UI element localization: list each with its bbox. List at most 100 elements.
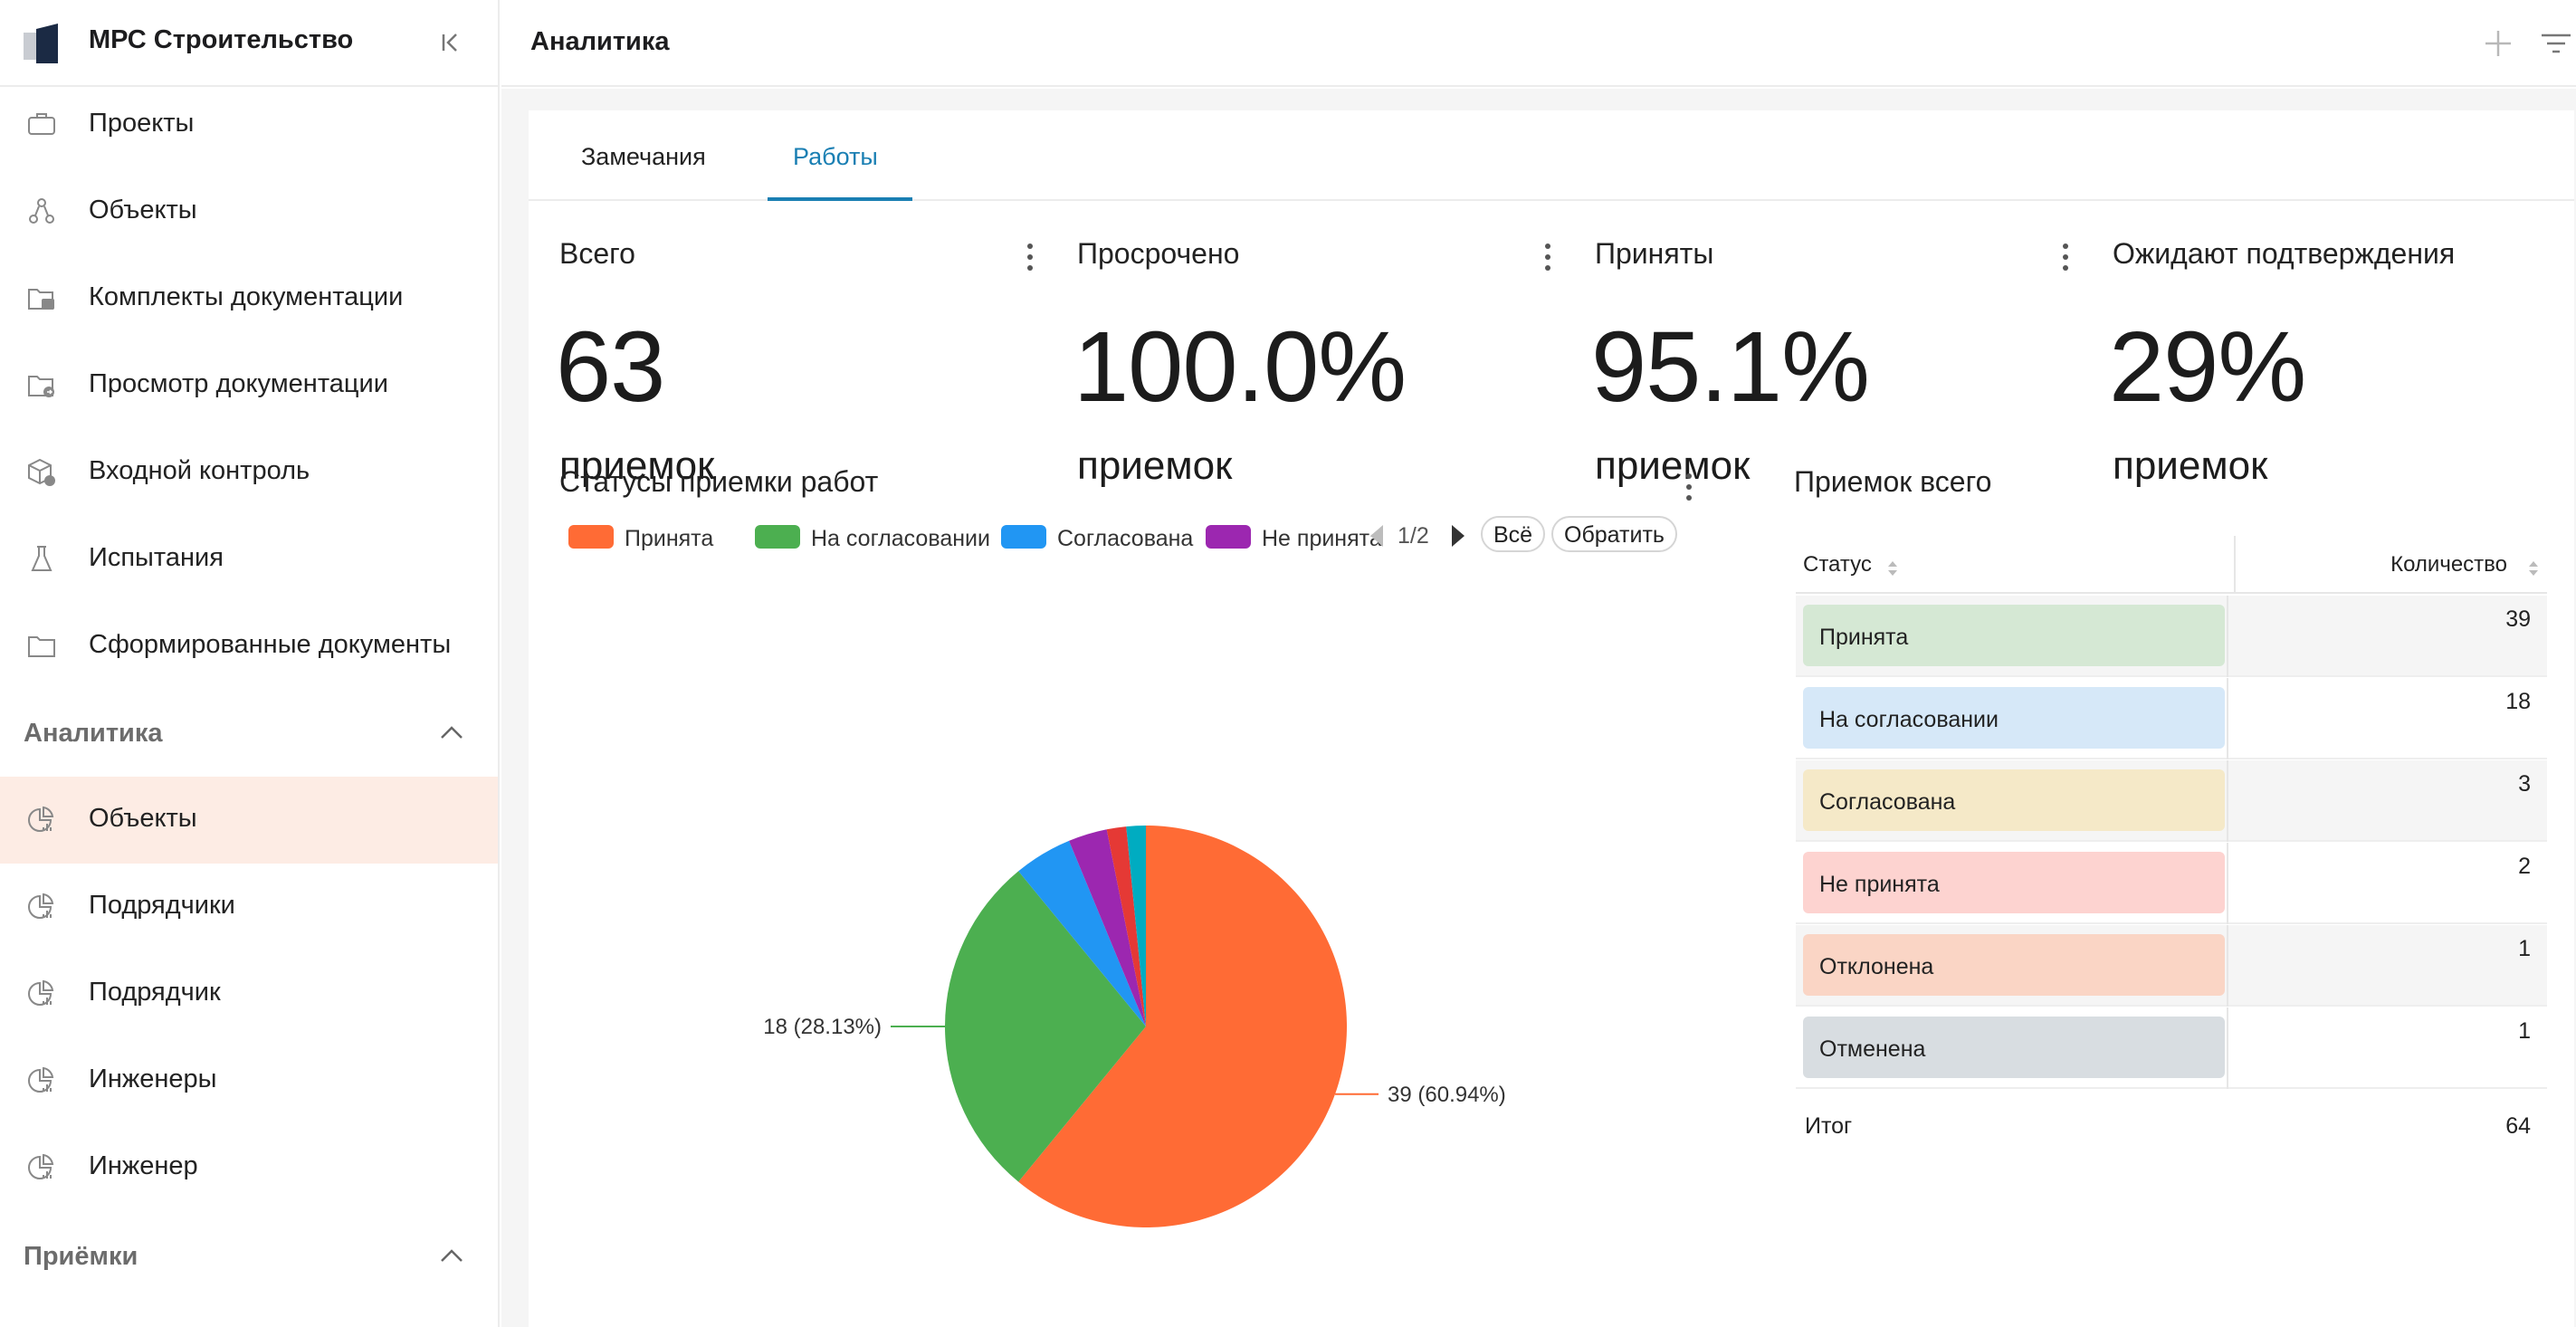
kpi-card: Приняты 95.1% приемок	[1591, 237, 2102, 509]
status-chip: Принята	[1803, 605, 2225, 666]
pie-slice[interactable]	[945, 871, 1146, 1182]
pie-menu-icon[interactable]	[1680, 467, 1698, 507]
sidebar-item-sidebar-items-5[interactable]: Испытания	[0, 516, 498, 603]
kpi-title: Ожидают подтверждения	[2113, 237, 2456, 270]
kpi-value: 100.0%	[1073, 311, 1407, 423]
kpi-menu-icon[interactable]	[1021, 237, 1039, 277]
table-title: Приемок всего	[1794, 465, 1992, 498]
sidebar-item-label: Просмотр документации	[89, 369, 388, 398]
active-tab-indicator	[768, 197, 912, 201]
table-row[interactable]: На согласовании 18	[1796, 678, 2547, 759]
box-check-icon	[28, 458, 55, 486]
column-divider	[2227, 760, 2228, 842]
column-divider	[2227, 925, 2228, 1007]
kpi-card: Просрочено 100.0% приемок	[1073, 237, 1584, 509]
tab-remarks[interactable]: Замечания	[581, 143, 706, 170]
add-icon[interactable]	[2480, 25, 2516, 62]
table-row[interactable]: Отклонена 1	[1796, 925, 2547, 1007]
sidebar-item-label: Комплекты документации	[89, 282, 404, 311]
sidebar-item-sidebar-items-4[interactable]: Входной контроль	[0, 429, 498, 516]
pie-slice[interactable]	[1106, 826, 1146, 1026]
status-chip: На согласовании	[1803, 687, 2225, 749]
column-divider	[2227, 596, 2228, 677]
sidebar-item-sidebar-items-2[interactable]: Комплекты документации	[0, 255, 498, 342]
count-cell: 1	[2518, 1018, 2531, 1044]
total-value: 64	[2505, 1113, 2531, 1139]
tab-works[interactable]: Работы	[793, 143, 878, 170]
column-divider	[2234, 536, 2236, 594]
pie-chart-icon	[28, 893, 54, 919]
kpi-menu-icon[interactable]	[1539, 237, 1557, 277]
count-cell: 2	[2518, 854, 2531, 879]
flask-icon	[31, 546, 52, 571]
sidebar-item-label: Объекты	[89, 196, 197, 224]
sidebar-item-sidebar-analytics_section-items-4[interactable]: Инженер	[0, 1124, 498, 1211]
sidebar-item-label: Сформированные документы	[89, 630, 452, 659]
column-header-status[interactable]: Статус	[1803, 552, 1872, 577]
sort-icon[interactable]	[1886, 559, 1899, 578]
table-row[interactable]: Не принята 2	[1796, 843, 2547, 924]
kpi-unit: приемок	[1077, 444, 1233, 488]
status-chip: Согласована	[1803, 769, 2225, 831]
sidebar-header: МРС Строительство	[0, 0, 498, 87]
sort-icon[interactable]	[2527, 559, 2540, 578]
sidebar-item-sidebar-items-0[interactable]: Проекты	[0, 81, 498, 168]
count-cell: 3	[2518, 771, 2531, 797]
legend-swatch	[755, 525, 800, 549]
sidebar: МРС Строительство Проекты Объекты Комплект…	[0, 0, 500, 1327]
chevron-up-icon	[441, 1249, 463, 1262]
sidebar-item-sidebar-items-6[interactable]: Сформированные документы	[0, 603, 498, 690]
pie-slice[interactable]	[1069, 829, 1146, 1026]
pie-slice[interactable]	[1126, 826, 1146, 1026]
pie-slice[interactable]	[1018, 840, 1146, 1026]
chevron-up-icon	[441, 726, 463, 739]
kpi-unit: приемок	[1595, 444, 1751, 488]
table-row[interactable]: Согласована 3	[1796, 760, 2547, 842]
status-chip: Отменена	[1803, 1017, 2225, 1078]
kpi-value: 29%	[2109, 311, 2306, 423]
pie-slice[interactable]	[1018, 826, 1348, 1227]
sidebar-item-sidebar-items-1[interactable]: Объекты	[0, 168, 498, 255]
table-row[interactable]: Отменена 1	[1796, 1007, 2547, 1089]
collapse-sidebar-icon[interactable]	[440, 29, 463, 56]
legend-next-icon[interactable]	[1448, 523, 1468, 549]
count-cell: 18	[2505, 689, 2531, 714]
page-title: Аналитика	[530, 27, 670, 56]
sidebar-item-label: Проекты	[89, 109, 195, 138]
sidebar-item-sidebar-analytics_section-items-3[interactable]: Инженеры	[0, 1037, 498, 1124]
folder-view-icon	[28, 376, 54, 397]
pie-chart-title: Статусы приемки работ	[559, 465, 879, 498]
legend-prev-icon[interactable]	[1367, 523, 1387, 549]
sidebar-item-sidebar-analytics_section-items-0[interactable]: Объекты	[0, 777, 498, 864]
sidebar-item-label: Подрядчики	[89, 891, 235, 920]
pie-chart: 39 (60.94%) 18 (28.13%)	[763, 826, 1506, 1227]
briefcase-icon	[28, 113, 55, 135]
folder-icon	[28, 636, 55, 657]
app-name: МРС Строительство	[89, 25, 354, 54]
sidebar-item-sidebar-items-3[interactable]: Просмотр документации	[0, 342, 498, 429]
kpi-unit: приемок	[559, 444, 715, 488]
legend-swatch	[1206, 525, 1251, 549]
sidebar-item-label: Входной контроль	[89, 456, 310, 485]
legend-label: На согласовании	[811, 526, 990, 551]
filter-icon[interactable]	[2538, 25, 2574, 62]
sidebar-item-label: Испытания	[89, 543, 224, 572]
count-cell: 1	[2518, 936, 2531, 961]
section-label: Аналитика	[24, 719, 163, 748]
legend-all-button[interactable]: Всё	[1481, 516, 1546, 552]
table-row[interactable]: Принята 39	[1796, 596, 2547, 677]
sidebar-section-acceptance[interactable]: Приёмки	[0, 1213, 498, 1300]
sidebar-section-analytics[interactable]: Аналитика	[0, 690, 498, 777]
sidebar-item-sidebar-analytics_section-items-1[interactable]: Подрядчики	[0, 864, 498, 950]
kpi-title: Приняты	[1595, 237, 1714, 270]
main-content: Замечания Работы Всего 63 приемок Просрочен…	[501, 89, 2576, 1327]
sidebar-item-label: Объекты	[89, 804, 197, 833]
sidebar-item-sidebar-analytics_section-items-2[interactable]: Подрядчик	[0, 950, 498, 1037]
count-cell: 39	[2505, 606, 2531, 632]
objects-icon	[29, 198, 54, 224]
kpi-menu-icon[interactable]	[2056, 237, 2075, 277]
column-header-count[interactable]: Количество	[2390, 552, 2507, 577]
legend-invert-button[interactable]: Обратить	[1551, 516, 1677, 552]
legend-pager: 1/2	[1398, 523, 1429, 549]
pie-chart-icon	[28, 1066, 54, 1093]
